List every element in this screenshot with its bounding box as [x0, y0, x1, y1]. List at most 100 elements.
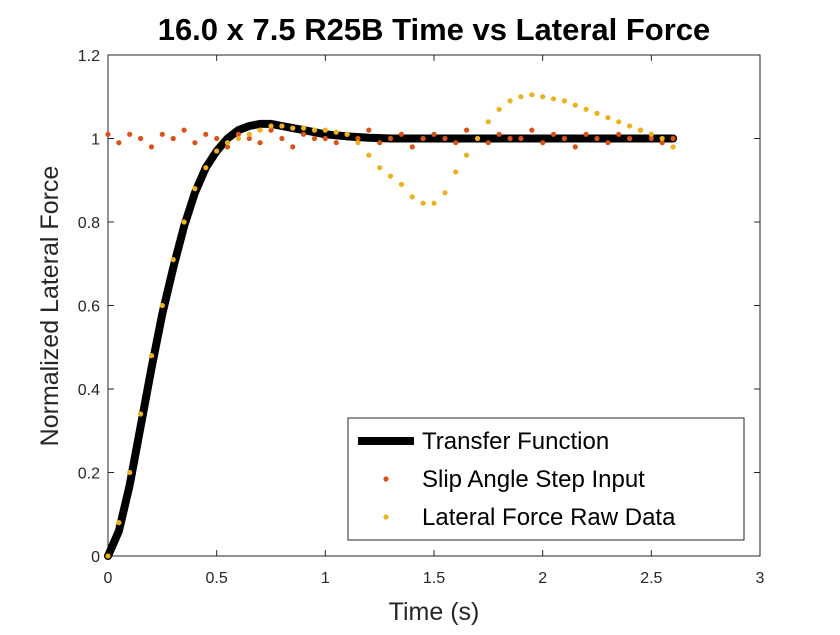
y-tick-label: 1.2 — [78, 48, 100, 65]
x-tick-label: 3 — [756, 570, 765, 587]
data-point — [648, 131, 654, 137]
series-lateral-force-raw-data — [105, 92, 676, 559]
data-point — [594, 135, 600, 142]
x-tick-label: 2.5 — [640, 570, 662, 587]
data-point — [637, 127, 644, 133]
data-point — [170, 135, 176, 142]
data-point — [377, 165, 383, 171]
data-point — [192, 140, 198, 146]
data-point — [148, 144, 155, 150]
y-tick-label: 0.6 — [78, 299, 100, 316]
data-point — [496, 106, 502, 112]
data-point — [127, 131, 133, 137]
data-point — [235, 135, 241, 142]
data-point — [127, 469, 133, 476]
data-point — [322, 135, 328, 142]
data-point — [138, 135, 144, 142]
data-point — [453, 169, 459, 175]
y-tick-label: 0.2 — [78, 466, 100, 483]
data-point — [420, 135, 426, 142]
data-point — [442, 190, 448, 196]
y-axis-label: Normalized Lateral Force — [36, 166, 64, 447]
data-point — [474, 135, 481, 142]
y-tick-label: 0 — [91, 549, 100, 566]
data-point — [561, 98, 568, 104]
series-slip-angle-step-input — [105, 127, 676, 150]
data-point — [529, 127, 535, 133]
data-point — [420, 200, 426, 206]
x-tick-label: 2 — [538, 570, 547, 587]
data-point — [366, 152, 372, 158]
data-point — [442, 135, 448, 142]
data-point — [431, 200, 437, 206]
y-tick-label: 1 — [91, 132, 100, 149]
legend-label: Slip Angle Step Input — [422, 466, 645, 493]
chart-title: 16.0 x 7.5 R25B Time vs Lateral Force — [158, 12, 711, 47]
data-point — [279, 123, 285, 129]
data-point — [311, 135, 318, 142]
data-point — [246, 131, 252, 137]
data-point — [355, 140, 361, 146]
data-point — [616, 119, 622, 125]
data-point — [257, 140, 263, 146]
data-point — [496, 131, 502, 137]
data-point — [366, 127, 372, 133]
data-point — [246, 135, 252, 142]
x-tick-label: 0.5 — [206, 570, 228, 587]
data-point — [105, 131, 111, 137]
data-point — [214, 148, 220, 154]
data-point — [203, 165, 209, 171]
data-point — [659, 140, 665, 146]
data-point — [159, 131, 165, 137]
data-point — [181, 127, 187, 133]
data-point — [224, 144, 231, 150]
data-point — [387, 173, 394, 179]
data-point — [670, 135, 676, 142]
legend-label: Lateral Force Raw Data — [422, 504, 676, 531]
data-point — [105, 553, 111, 559]
data-point — [540, 94, 546, 100]
legend: Transfer Function Slip Angle Step Input La… — [347, 417, 745, 541]
data-point — [583, 131, 589, 137]
data-point — [301, 125, 307, 131]
data-point — [409, 144, 415, 150]
data-point — [572, 102, 578, 108]
data-point — [224, 140, 231, 146]
data-point — [387, 135, 394, 142]
data-point — [594, 110, 600, 116]
data-point — [464, 152, 470, 158]
data-point — [648, 135, 654, 142]
data-point — [485, 140, 491, 146]
data-point — [561, 135, 568, 142]
data-point — [301, 131, 307, 137]
data-point — [377, 140, 383, 146]
data-point — [507, 135, 513, 142]
data-point — [333, 129, 339, 135]
data-point — [344, 131, 350, 137]
data-point — [148, 353, 155, 359]
data-point — [333, 140, 339, 146]
data-point — [170, 257, 176, 263]
x-tick-label: 1 — [321, 570, 330, 587]
data-point — [159, 302, 165, 309]
data-point — [398, 181, 404, 187]
data-point — [257, 127, 263, 133]
data-point — [605, 140, 611, 146]
data-point — [398, 131, 404, 137]
data-point — [203, 131, 209, 137]
x-tick-label: 1.5 — [423, 570, 445, 587]
data-point — [431, 131, 437, 137]
data-point — [529, 92, 535, 98]
data-point — [279, 135, 285, 142]
data-point — [605, 115, 611, 121]
data-point — [670, 144, 676, 150]
data-point — [268, 127, 274, 133]
data-point — [540, 140, 546, 146]
data-point — [627, 135, 633, 142]
data-point — [572, 144, 578, 150]
data-point — [627, 123, 633, 129]
x-axis-label: Time (s) — [389, 598, 480, 626]
data-point — [485, 119, 491, 125]
data-point — [616, 131, 622, 137]
